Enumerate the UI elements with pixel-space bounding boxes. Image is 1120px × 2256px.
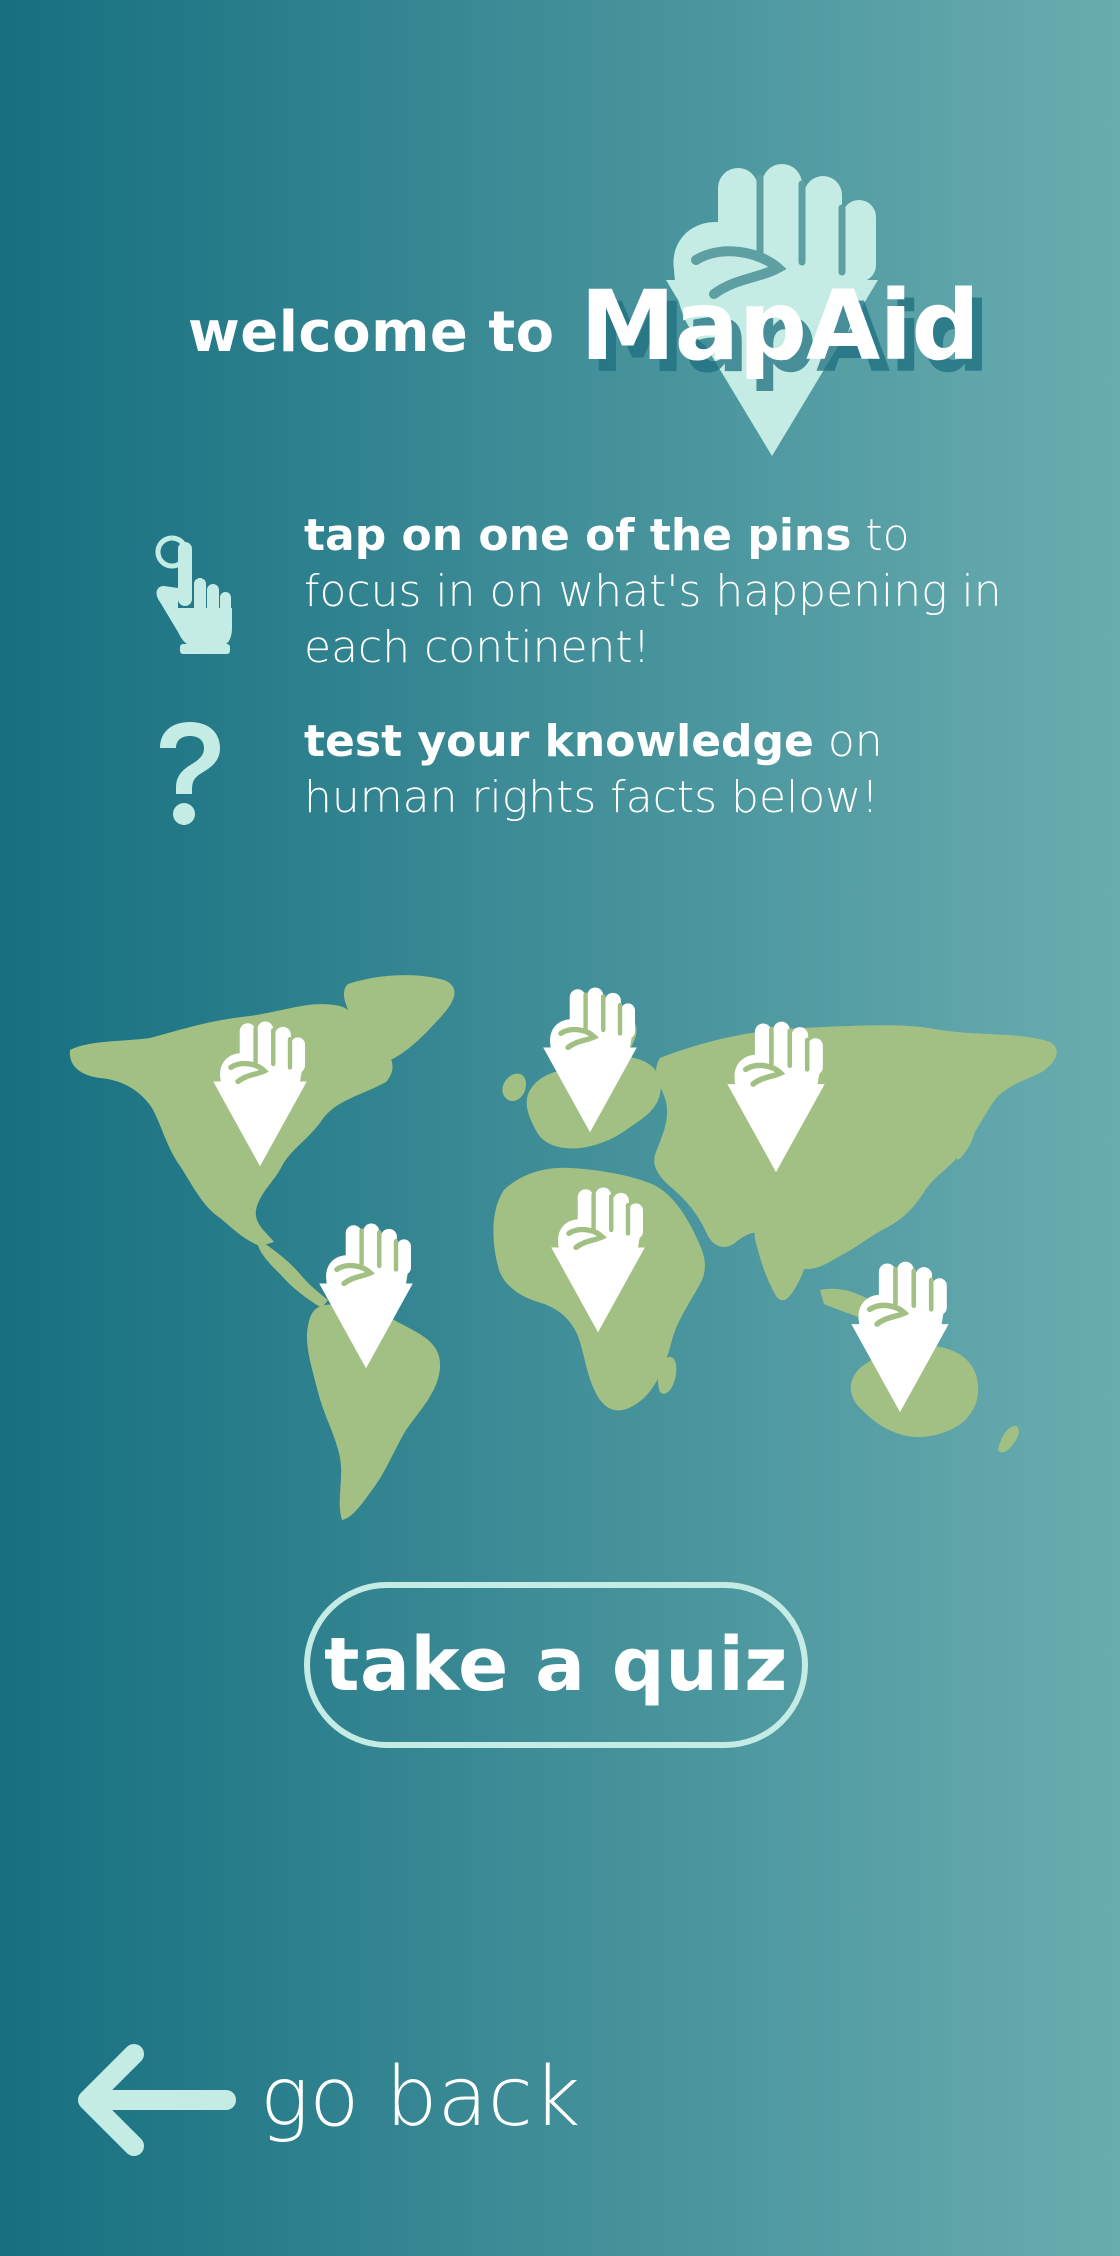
land-greenland [343, 975, 455, 1063]
brand-title: MapAid [580, 270, 980, 382]
land-uk [502, 1073, 526, 1102]
raised-fist-pin-icon [666, 164, 878, 456]
take-quiz-button[interactable]: take a quiz [304, 1582, 808, 1748]
land-north-america [69, 1004, 393, 1246]
tap-hand-icon [155, 535, 232, 654]
land-madagascar [657, 1356, 677, 1394]
instruction-tap-bold: tap on one of the pins [304, 510, 852, 561]
instruction-test-knowledge: test your knowledge on human rights fact… [150, 714, 970, 834]
land-japan [954, 1114, 977, 1160]
welcome-text: welcome to [188, 300, 555, 365]
land-asia [654, 1025, 1057, 1270]
world-map [69, 975, 1057, 1520]
question-mark-icon [160, 722, 220, 825]
instruction-test-rest: on human rights facts below! [304, 716, 883, 823]
go-back-button[interactable]: go back [76, 2040, 580, 2160]
land-central-america [256, 1238, 328, 1308]
land-new-zealand [998, 1425, 1019, 1453]
land-india [754, 1219, 807, 1301]
instruction-tap-pins: tap on one of the pins to focus in on wh… [150, 508, 1002, 678]
arrow-left-icon [78, 2044, 236, 2156]
brand-title-shadow: MapAid [590, 282, 990, 394]
land-south-america [306, 1303, 441, 1520]
instruction-tap-text: tap on one of the pins to focus in on wh… [304, 508, 1004, 676]
instruction-tap-rest: to focus in on what's happening in each … [304, 510, 1002, 673]
go-back-label: go back [260, 2050, 581, 2145]
instruction-test-text: test your knowledge on human rights fact… [304, 714, 1004, 826]
instruction-test-bold: test your knowledge [304, 716, 814, 767]
